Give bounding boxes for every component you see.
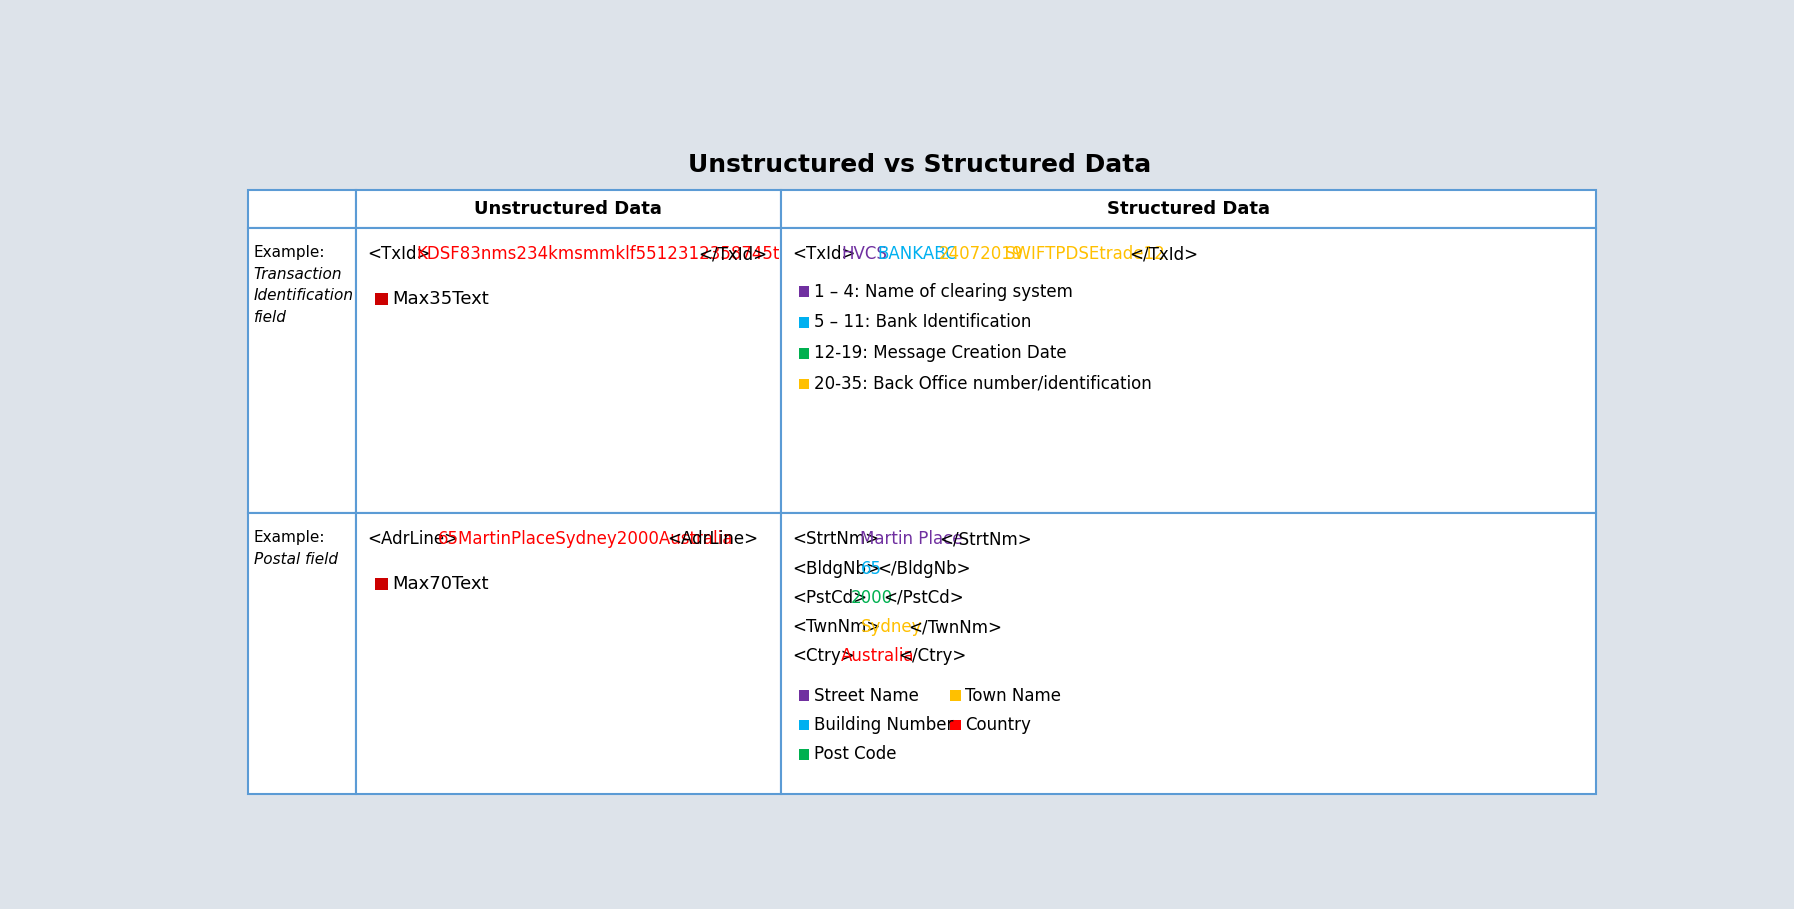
Text: 65MartinPlaceSydney2000Australia: 65MartinPlaceSydney2000Australia [438, 530, 734, 548]
Text: Building Number: Building Number [814, 716, 953, 734]
Text: <AdrLine>: <AdrLine> [667, 530, 759, 548]
Text: Unstructured Data: Unstructured Data [474, 200, 662, 218]
Text: </PstCd>: </PstCd> [883, 589, 963, 607]
Text: <BldgNb>: <BldgNb> [793, 560, 881, 577]
Bar [248, 190, 355, 228]
Text: </Ctry>: </Ctry> [899, 647, 967, 665]
Text: KDSF83nms234kmsmmklf5512312358745t: KDSF83nms234kmsmmklf5512312358745t [416, 245, 780, 264]
Bar [798, 317, 809, 328]
Text: BANKABC: BANKABC [877, 245, 956, 264]
Text: Australia: Australia [841, 647, 915, 665]
Bar [355, 190, 780, 228]
Text: </TxId>: </TxId> [698, 245, 768, 264]
Text: <TxId>: <TxId> [368, 245, 431, 264]
Bar [798, 691, 809, 701]
Text: Post Code: Post Code [814, 745, 897, 764]
Bar [355, 228, 780, 514]
Text: <Ctry>: <Ctry> [793, 647, 856, 665]
Text: Identification: Identification [253, 288, 353, 304]
Bar [780, 190, 1597, 228]
Text: Town Name: Town Name [965, 687, 1060, 704]
Text: <TwnNm>: <TwnNm> [793, 618, 881, 636]
Text: 5 – 11: Bank Identification: 5 – 11: Bank Identification [814, 314, 1032, 332]
Bar [798, 378, 809, 389]
Text: <AdrLine>: <AdrLine> [368, 530, 459, 548]
Text: HVCS: HVCS [841, 245, 888, 264]
Text: <StrtNm>: <StrtNm> [793, 530, 879, 548]
Text: 20-35: Back Office number/identification: 20-35: Back Office number/identification [814, 375, 1152, 393]
Text: Example:: Example: [253, 530, 325, 545]
Text: </StrtNm>: </StrtNm> [940, 530, 1032, 548]
Bar [248, 514, 355, 794]
Text: Country: Country [965, 716, 1032, 734]
Bar [949, 720, 960, 731]
Bar [798, 348, 809, 358]
Bar [248, 228, 355, 514]
Text: SWIFTPDSEtrade12: SWIFTPDSEtrade12 [1005, 245, 1164, 264]
Bar [355, 514, 780, 794]
Bar [798, 720, 809, 731]
Text: Postal field: Postal field [253, 552, 337, 567]
Text: Example:: Example: [253, 245, 325, 260]
Text: 65: 65 [861, 560, 881, 577]
Text: <TxId>: <TxId> [793, 245, 856, 264]
Text: Unstructured vs Structured Data: Unstructured vs Structured Data [687, 153, 1152, 177]
Bar [798, 286, 809, 297]
Text: </BldgNb>: </BldgNb> [877, 560, 971, 577]
Text: <PstCd>: <PstCd> [793, 589, 868, 607]
Text: 2000: 2000 [850, 589, 893, 607]
Text: 1 – 4: Name of clearing system: 1 – 4: Name of clearing system [814, 283, 1073, 301]
Text: Structured Data: Structured Data [1107, 200, 1270, 218]
Text: 24072019: 24072019 [938, 245, 1023, 264]
Bar [375, 578, 388, 590]
Text: field: field [253, 310, 287, 325]
Bar [780, 514, 1597, 794]
Text: 12-19: Message Creation Date: 12-19: Message Creation Date [814, 345, 1067, 362]
Text: Street Name: Street Name [814, 687, 919, 704]
Text: Martin Place: Martin Place [859, 530, 962, 548]
Text: Max35Text: Max35Text [393, 290, 490, 308]
Text: Sydney: Sydney [861, 618, 922, 636]
Bar [949, 691, 960, 701]
Text: </TxId>: </TxId> [1128, 245, 1198, 264]
Bar [798, 749, 809, 760]
Text: Transaction: Transaction [253, 267, 343, 282]
Text: Max70Text: Max70Text [393, 575, 490, 594]
Bar [375, 293, 388, 305]
Text: </TwnNm>: </TwnNm> [908, 618, 1003, 636]
Bar [780, 228, 1597, 514]
